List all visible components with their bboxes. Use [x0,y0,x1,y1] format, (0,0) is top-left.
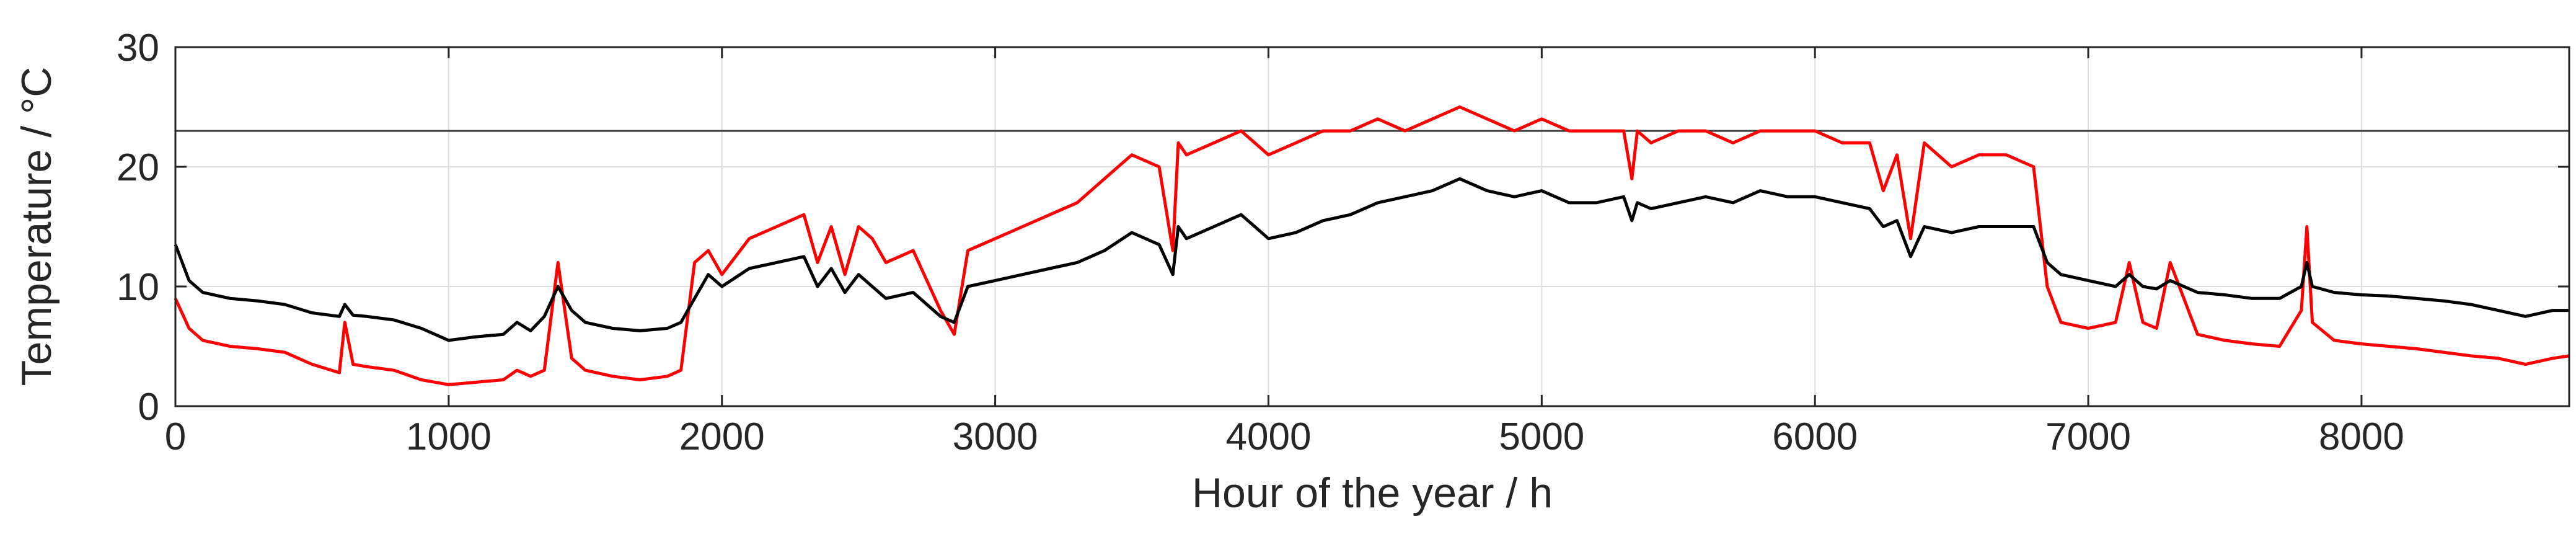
series-lines [174,105,2570,386]
x-tick-label: 2000 [679,415,765,458]
x-tick-label: 8000 [2319,415,2404,458]
x-tick-label: 4000 [1226,415,1312,458]
y-axis-title: Temperature / °C [13,67,60,386]
y-tick-label: 30 [117,27,159,69]
x-tick-label: 1000 [406,415,492,458]
x-tick-label: 6000 [1772,415,1858,458]
x-tick-label: 7000 [2045,415,2131,458]
grid-lines [175,47,2569,406]
plot-frame [174,46,2570,407]
plot-background [175,47,2569,406]
y-tick-label: 10 [117,266,159,309]
series-line-2 [174,177,2569,342]
y-tick-label: 0 [138,386,159,428]
x-tick-label: 5000 [1499,415,1584,458]
y-tick-label: 20 [117,146,159,189]
x-axis-title: Hour of the year / h [1192,469,1553,517]
x-tick-label: 0 [165,415,186,458]
axis-ticks: 0 1000 2000 3000 4000 5000 6000 7000 8000 0 10 20 30 [117,27,2569,458]
x-tick-label: 3000 [953,415,1038,458]
series-line-1 [174,105,2570,386]
